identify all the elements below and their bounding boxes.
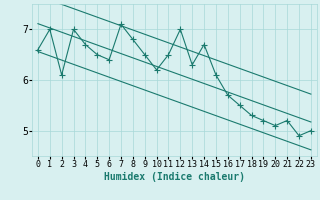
X-axis label: Humidex (Indice chaleur): Humidex (Indice chaleur)	[104, 172, 245, 182]
